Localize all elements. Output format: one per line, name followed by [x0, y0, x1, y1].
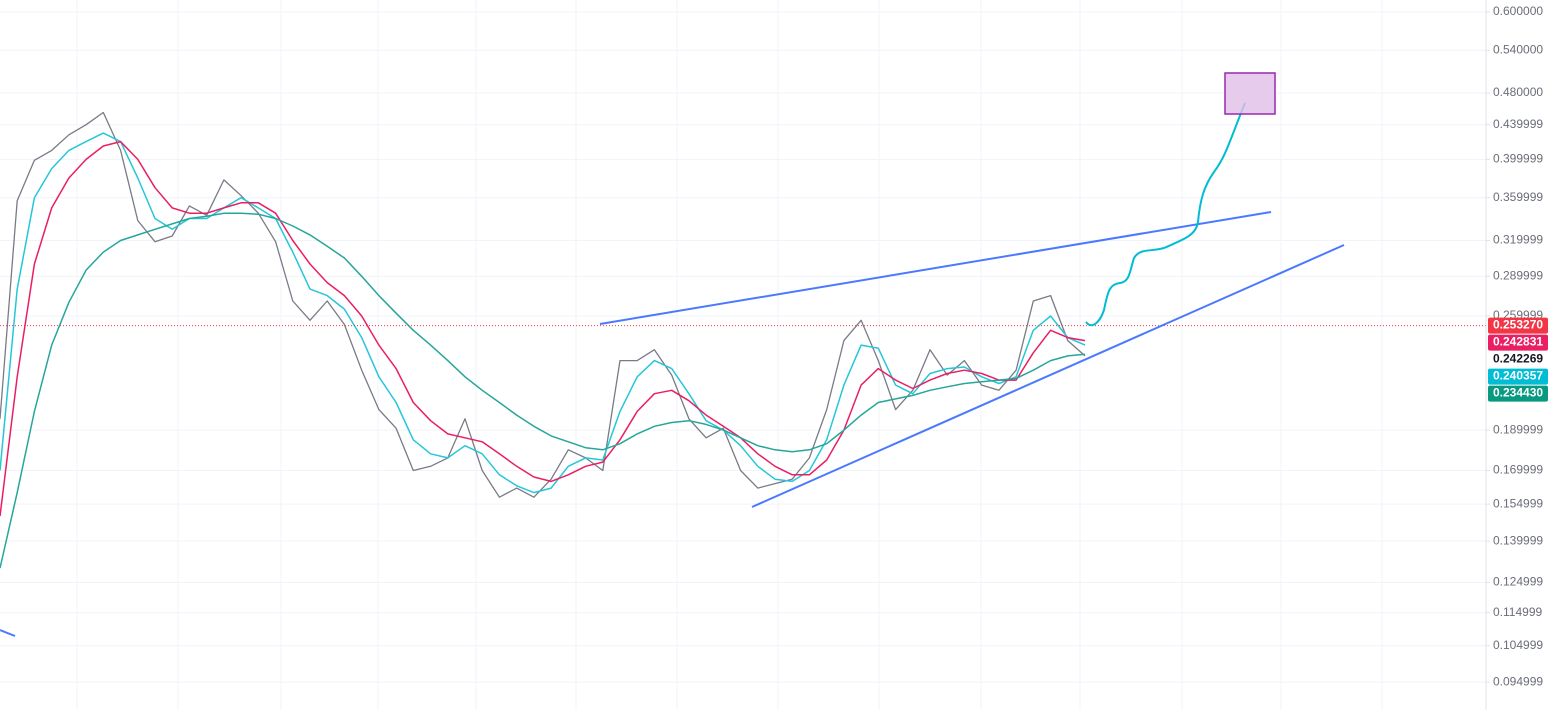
time-grid	[76, 0, 1383, 710]
y-tick-label: 0.114999	[1493, 605, 1542, 619]
trend-line	[599, 211, 1272, 325]
price-label-box	[1488, 385, 1548, 402]
price-label: 0.242269	[1493, 352, 1543, 366]
projection-path	[1085, 102, 1246, 327]
y-tick-label: 0.439999	[1493, 117, 1543, 131]
y-tick-label: 0.540000	[1493, 42, 1543, 56]
price-grid	[0, 11, 1486, 683]
price-label-box	[1488, 334, 1548, 351]
series-line	[0, 212, 1086, 569]
y-tick-label: 0.124999	[1493, 575, 1543, 589]
price-label: 0.234430	[1493, 386, 1543, 400]
y-tick-label: 0.104999	[1493, 638, 1543, 652]
y-tick-label: 0.139999	[1493, 533, 1543, 547]
trend-line	[0, 629, 16, 637]
y-tick-label: 0.319999	[1493, 233, 1543, 247]
target-box	[1224, 72, 1276, 115]
price-label: 0.253270	[1493, 318, 1543, 332]
y-tick-label: 0.600000	[1493, 4, 1543, 18]
trend-line	[751, 244, 1345, 508]
y-tick-label: 0.289999	[1493, 268, 1543, 282]
price-label-box	[1488, 368, 1548, 385]
drawings	[0, 72, 1345, 637]
series-line	[0, 132, 1086, 494]
y-tick-label: 0.094999	[1493, 674, 1543, 688]
y-tick-label: 0.399999	[1493, 152, 1543, 166]
y-tick-label: 0.154999	[1493, 496, 1543, 510]
price-label-box	[1488, 317, 1548, 334]
y-tick-label: 0.480000	[1493, 85, 1543, 99]
price-label-box	[1488, 351, 1548, 368]
y-tick-label: 0.169999	[1493, 463, 1543, 477]
series-line	[0, 111, 1086, 498]
y-tick-label: 0.359999	[1493, 190, 1543, 204]
price-label: 0.242831	[1493, 335, 1543, 349]
series-line	[0, 140, 1086, 517]
y-tick-label: 0.189999	[1493, 422, 1543, 436]
price-label: 0.240357	[1493, 369, 1543, 383]
plot	[0, 111, 1486, 569]
price-axis: 0.600000 0.540000 0.480000 0.439999 0.399999…	[1486, 4, 1548, 688]
